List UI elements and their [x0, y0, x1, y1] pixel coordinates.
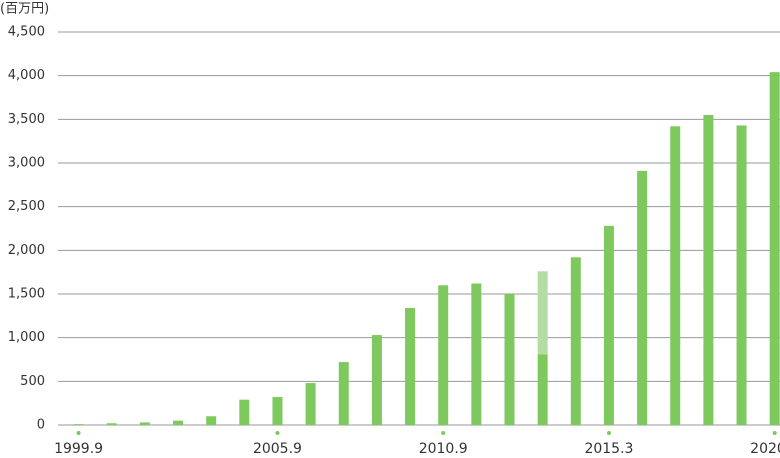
- bar: [670, 126, 681, 425]
- y-tick-label: 1,500: [8, 287, 45, 302]
- bar: [438, 285, 449, 425]
- bar: [272, 397, 283, 425]
- tick-dot: [606, 431, 611, 435]
- y-tick-label: 2,500: [8, 199, 45, 214]
- bar: [703, 114, 714, 425]
- tick-dot: [76, 431, 81, 435]
- tick-dot: [275, 431, 280, 435]
- bar: [537, 271, 548, 355]
- y-tick-label: 3,500: [8, 112, 45, 127]
- y-tick-label: 1,000: [8, 330, 45, 345]
- x-tick-label: 1999.9: [54, 441, 103, 457]
- bar: [637, 170, 648, 425]
- y-tick-label: 4,000: [8, 68, 45, 83]
- y-tick-label: 0: [37, 418, 45, 433]
- x-tick-label: 2010.9: [419, 441, 468, 457]
- bar: [338, 362, 349, 425]
- bar: [305, 383, 316, 425]
- x-tick-label: 2005.9: [253, 441, 302, 457]
- x-tick-label: 2015.3: [584, 441, 633, 457]
- y-axis-label: (百万円): [0, 2, 49, 17]
- bar: [139, 422, 150, 425]
- bar: [206, 416, 217, 425]
- bar: [603, 225, 614, 425]
- y-tick-label: 4,500: [8, 25, 45, 40]
- bar: [173, 420, 184, 425]
- bar: [736, 125, 747, 426]
- bar: [239, 399, 250, 425]
- y-tick-label: 3,000: [8, 156, 45, 171]
- bar: [471, 283, 482, 425]
- bar: [570, 257, 581, 425]
- bar: [73, 424, 84, 425]
- bar: [504, 294, 515, 425]
- bar: [371, 335, 382, 425]
- y-tick-label: 2,000: [8, 243, 45, 258]
- bar: [405, 307, 416, 425]
- bar: [106, 423, 117, 425]
- tick-dot: [772, 431, 777, 435]
- tick-dot: [441, 431, 446, 435]
- x-tick-label: 2020.3: [750, 441, 780, 457]
- y-tick-label: 500: [20, 374, 45, 389]
- bar: [537, 354, 548, 425]
- bar: [769, 72, 780, 425]
